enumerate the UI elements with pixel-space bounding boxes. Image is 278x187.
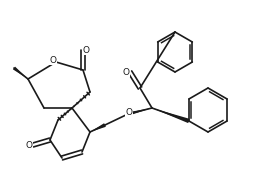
Polygon shape [128,108,152,116]
Text: O: O [123,68,130,76]
Text: O: O [49,56,56,65]
Text: O: O [26,140,33,149]
Text: O: O [125,108,133,117]
Polygon shape [13,67,28,79]
Polygon shape [90,123,106,132]
Polygon shape [152,108,190,123]
Text: O: O [83,45,90,54]
